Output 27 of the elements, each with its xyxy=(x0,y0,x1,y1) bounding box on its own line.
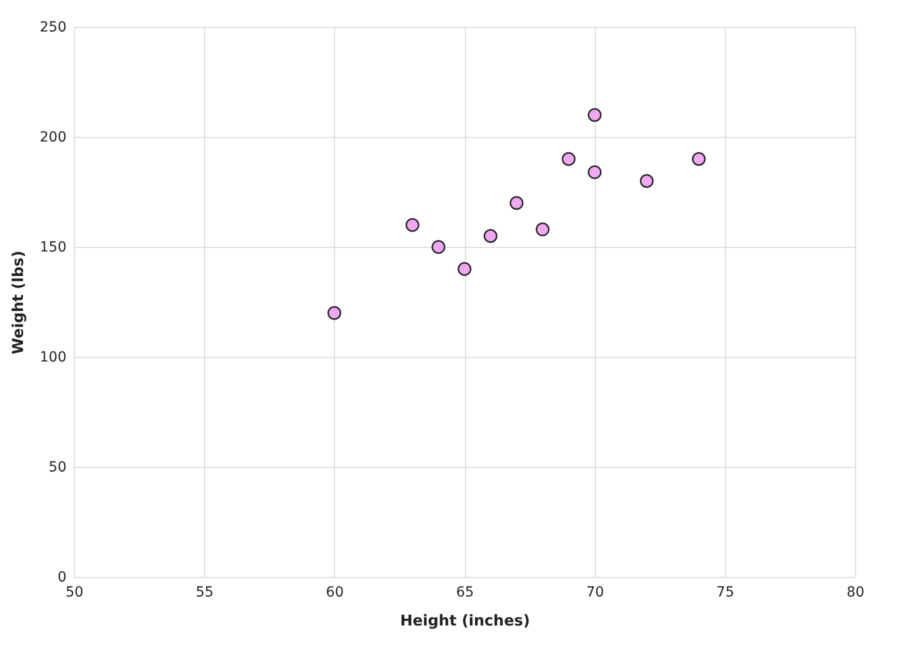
x-tick-label: 80 xyxy=(846,584,864,600)
x-tick-label: 65 xyxy=(456,584,474,600)
point xyxy=(432,240,446,254)
point xyxy=(588,165,602,180)
point xyxy=(562,152,576,166)
point xyxy=(510,196,524,210)
point xyxy=(588,108,602,122)
point xyxy=(640,174,654,188)
point xyxy=(484,229,498,243)
x-tick-label: 70 xyxy=(586,584,604,600)
y-tick-label: 150 xyxy=(40,240,66,256)
x-tick-label: 50 xyxy=(66,584,84,600)
y-axis-title: Weight (lbs) xyxy=(8,250,27,354)
y-tick-label: 200 xyxy=(40,130,66,146)
point xyxy=(692,152,706,166)
point xyxy=(458,262,472,276)
y-tick-label: 0 xyxy=(58,570,66,586)
x-tick-label: 75 xyxy=(716,584,734,600)
y-tick-label: 100 xyxy=(40,350,66,366)
x-tick-label: 60 xyxy=(326,584,344,600)
point xyxy=(327,306,342,320)
y-tick-label: 250 xyxy=(40,20,66,36)
x-axis-title: Height (inches) xyxy=(400,612,530,630)
point xyxy=(406,218,420,232)
x-tick-label: 55 xyxy=(196,584,214,600)
point xyxy=(536,222,550,236)
y-tick-label: 50 xyxy=(48,460,66,476)
